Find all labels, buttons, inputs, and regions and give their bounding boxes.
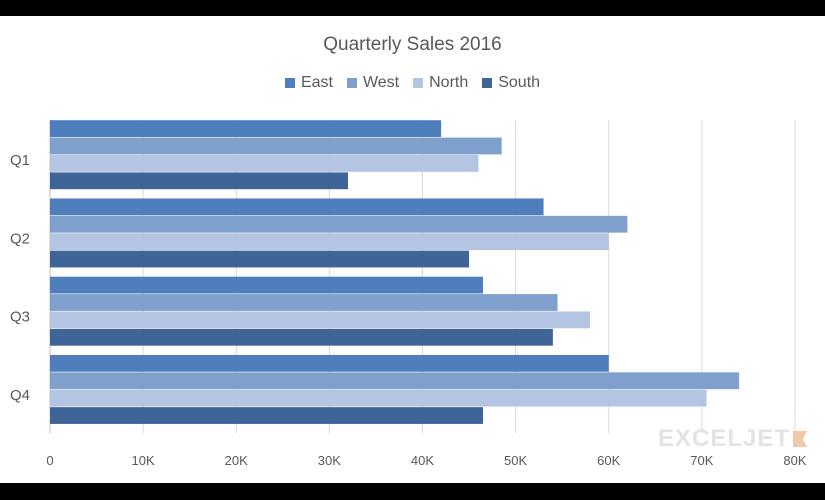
legend-label-north: North	[429, 74, 469, 91]
legend-label-west: West	[362, 74, 400, 91]
y-tick-label: Q1	[10, 152, 30, 169]
chart-title: Quarterly Sales 2016	[323, 34, 502, 55]
exceljet-logo-icon	[793, 431, 807, 447]
bar-q4-east	[50, 354, 609, 372]
x-tick-label: 40K	[411, 453, 434, 468]
bar-q3-north	[50, 311, 591, 329]
legend-swatch-west	[346, 78, 357, 88]
legend: East West North South	[0, 74, 825, 92]
x-tick-label: 70K	[690, 453, 713, 468]
bar-q2-north	[50, 233, 609, 251]
x-tick-label: 80K	[783, 453, 806, 468]
legend-item-north: North	[413, 74, 468, 92]
legend-item-east: East	[284, 74, 333, 92]
bar-q1-east	[50, 120, 442, 137]
x-tick-label: 50K	[504, 453, 527, 468]
legend-swatch-east	[284, 78, 295, 88]
bar-q3-south	[50, 328, 553, 346]
x-tick-label: 30K	[318, 453, 341, 468]
y-tick-label: Q2	[10, 230, 30, 247]
x-tick-label: 10K	[132, 453, 155, 468]
chart-area: Quarterly Sales 2016 East West North South …	[0, 16, 825, 483]
legend-item-south: South	[482, 74, 540, 92]
legend-item-west: West	[346, 74, 400, 92]
bar-q2-west	[50, 215, 628, 233]
bar-q1-south	[50, 172, 348, 190]
bar-q4-west	[50, 372, 740, 390]
plot-area: 0 10K 20K 30K 40K 50K 60K 70K 80K Q1 Q2 Q3 Q4	[10, 120, 807, 468]
legend-label-south: South	[498, 74, 541, 91]
bar-q3-west	[50, 294, 558, 311]
x-tick-label: 0	[46, 453, 53, 468]
y-tick-label: Q4	[10, 387, 30, 404]
bar-q2-east	[50, 198, 544, 216]
bar-q1-north	[50, 155, 479, 172]
legend-swatch-south	[482, 78, 493, 88]
bar-q1-west	[50, 137, 502, 155]
bar-q3-east	[50, 276, 484, 294]
watermark-text: EXCELJET	[657, 425, 790, 452]
bar-q4-north	[50, 389, 707, 407]
y-tick-label: Q3	[10, 309, 30, 326]
bar-q4-south	[50, 407, 484, 424]
bar-q2-south	[50, 250, 470, 268]
watermark: EXCELJET	[658, 425, 807, 453]
x-tick-label: 60K	[597, 453, 620, 468]
x-tick-label: 20K	[225, 453, 248, 468]
legend-swatch-north	[413, 78, 424, 88]
legend-label-east: East	[300, 74, 333, 91]
